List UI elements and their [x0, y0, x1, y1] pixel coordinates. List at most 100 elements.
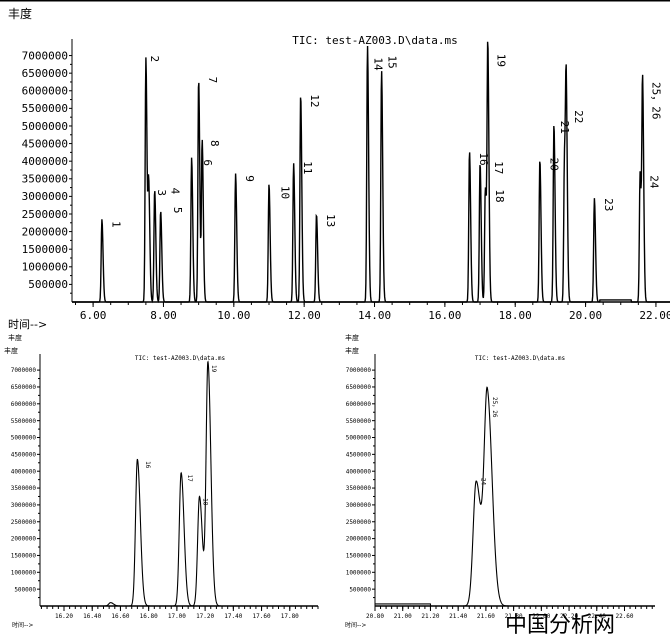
x-tick-label: 16.20 [55, 613, 73, 620]
x-axis-label: 时间--> [12, 621, 33, 629]
chart-title: TIC: test-AZ003.D\data.ms [475, 355, 566, 362]
x-tick-label: 8.00 [150, 309, 177, 322]
y-tick-label: 3500000 [11, 485, 37, 492]
y-tick-label: 5000000 [346, 435, 372, 442]
y-axis-label: 丰度 [4, 346, 18, 355]
x-tick-label: 21.20 [421, 613, 439, 620]
peak-label: 25，26 [491, 397, 498, 418]
peak-label: 6 [201, 159, 214, 166]
subplot-y-label: 丰度 [345, 333, 359, 342]
peak-label: 17 [492, 161, 505, 174]
peak-label: 17 [186, 475, 193, 483]
y-tick-label: 500000 [349, 586, 371, 593]
y-axis-label: 丰度 [8, 6, 32, 21]
peak-label: 16 [477, 152, 490, 165]
y-tick-label: 7000000 [22, 49, 68, 62]
x-tick-label: 20.00 [569, 309, 602, 322]
y-tick-label: 4500000 [11, 451, 37, 458]
y-tick-label: 1500000 [11, 553, 37, 560]
x-tick-label: 21.00 [394, 613, 412, 620]
peak-label: 9 [243, 175, 256, 182]
y-tick-label: 6500000 [11, 384, 37, 391]
y-tick-label: 3000000 [346, 502, 372, 509]
peak-label: 24 [480, 478, 487, 486]
y-tick-label: 4500000 [22, 137, 68, 150]
y-tick-label: 1000000 [11, 569, 37, 576]
y-tick-label: 5500000 [346, 418, 372, 425]
x-tick-label: 21.80 [505, 613, 523, 620]
x-tick-label: 16.60 [111, 613, 129, 620]
x-axis-label: 时间--> [8, 318, 47, 331]
peak-label: 25，26 [649, 82, 662, 120]
peak-label: 20 [547, 158, 560, 171]
x-tick-label: 17.80 [281, 613, 299, 620]
y-tick-label: 2000000 [22, 225, 68, 238]
y-tick-label: 1500000 [22, 243, 68, 256]
x-tick-label: 14.00 [358, 309, 391, 322]
subplot-y-label: 丰度 [8, 333, 22, 342]
peak-label: 4 [168, 188, 181, 195]
y-tick-label: 6500000 [346, 384, 372, 391]
x-tick-label: 16.40 [83, 613, 101, 620]
peak-label: 19 [210, 365, 217, 373]
x-tick-label: 17.20 [196, 613, 214, 620]
y-tick-label: 2500000 [22, 208, 68, 221]
x-tick-label: 6.00 [80, 309, 107, 322]
x-tick-label: 12.00 [288, 309, 321, 322]
y-tick-label: 1000000 [22, 261, 68, 274]
peak-label: 16 [144, 461, 151, 469]
x-tick-label: 22.20 [560, 613, 578, 620]
y-tick-label: 2000000 [11, 536, 37, 543]
chart-title: TIC: test-AZ003.D\data.ms [135, 355, 226, 362]
peak-label: 11 [301, 161, 314, 174]
watermark: 中国分析网 [505, 613, 615, 638]
peak-label: 18 [493, 189, 506, 202]
y-tick-label: 4000000 [11, 468, 37, 475]
tic-trace [40, 360, 318, 607]
peak-label: 3 [155, 189, 168, 196]
x-tick-label: 10.00 [217, 309, 250, 322]
peak-label: 24 [648, 175, 661, 189]
y-tick-label: 3500000 [346, 485, 372, 492]
peak-label: 18 [202, 498, 209, 506]
peak-label: 5 [171, 207, 184, 214]
y-tick-label: 5000000 [11, 435, 37, 442]
peak-label: 2 [148, 56, 161, 63]
y-tick-label: 7000000 [11, 367, 37, 374]
peak-label: 21 [558, 121, 571, 134]
y-tick-label: 3500000 [22, 173, 68, 186]
y-tick-label: 6000000 [22, 85, 68, 98]
y-tick-label: 6000000 [346, 401, 372, 408]
peak-label: 12 [308, 94, 321, 107]
y-tick-label: 3000000 [11, 502, 37, 509]
peak-label: 15 [386, 56, 399, 69]
y-tick-label: 4500000 [346, 451, 372, 458]
peak-label: 23 [602, 198, 615, 211]
y-tick-label: 4000000 [22, 155, 68, 168]
peak-label: 19 [495, 54, 508, 67]
y-tick-label: 3000000 [22, 190, 68, 203]
x-tick-label: 22.40 [588, 613, 606, 620]
y-tick-label: 5500000 [22, 102, 68, 115]
x-tick-label: 16.00 [428, 309, 461, 322]
y-tick-label: 6000000 [11, 401, 37, 408]
peak-label: 22 [572, 110, 585, 123]
y-tick-label: 7000000 [346, 367, 372, 374]
tic-trace [375, 386, 655, 607]
peak-label: 13 [324, 214, 337, 227]
x-tick-label: 17.60 [253, 613, 271, 620]
x-tick-label: 22.00 [532, 613, 550, 620]
y-tick-label: 2000000 [346, 536, 372, 543]
y-tick-label: 500000 [28, 278, 68, 291]
y-axis-label: 丰度 [345, 346, 359, 355]
peak-label: 8 [208, 140, 221, 147]
tic-trace [72, 41, 670, 304]
x-tick-label: 22.00 [639, 309, 670, 322]
x-tick-label: 21.60 [477, 613, 495, 620]
y-tick-label: 2500000 [346, 519, 372, 526]
x-tick-label: 17.40 [224, 613, 242, 620]
y-tick-label: 500000 [14, 586, 36, 593]
